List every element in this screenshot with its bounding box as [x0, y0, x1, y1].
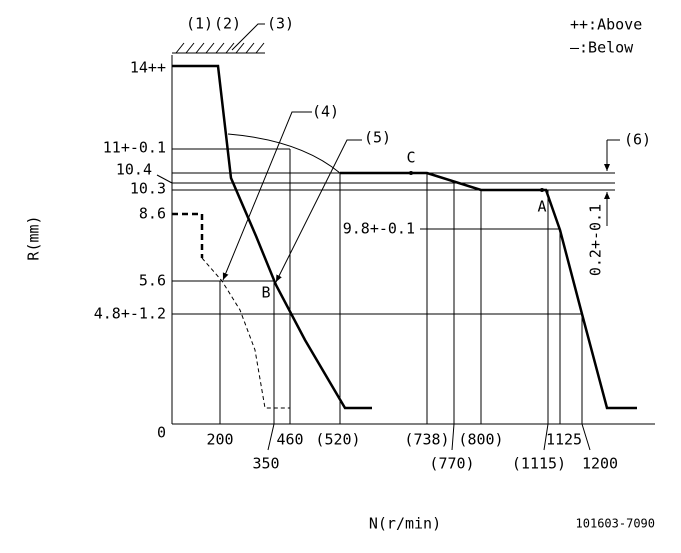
x-label: 1125: [546, 431, 582, 449]
curves: [172, 64, 637, 410]
callout: (6): [624, 131, 651, 149]
x-label: 1200: [582, 455, 618, 473]
code: 101603-7090: [576, 517, 655, 531]
legend-below: —:Below: [570, 39, 634, 57]
callout: (2): [214, 15, 241, 33]
y-label: 11+-0.1: [103, 139, 166, 157]
x-label: (770): [429, 455, 474, 473]
x-label: (738): [404, 431, 449, 449]
texts: (1) (2) (3) (4) (5) (6) ++:Above —:Below…: [25, 15, 656, 533]
x-axis-title: N(r/min): [369, 515, 441, 533]
guides: [156, 111, 620, 451]
point-label: A: [537, 198, 546, 216]
x-label: (1115): [512, 455, 566, 473]
y-axis-title: R(mm): [25, 215, 43, 260]
x-label: 460: [276, 431, 303, 449]
y-label: 10.4: [116, 161, 152, 179]
y-label: 5.6: [139, 272, 166, 290]
x-label: (520): [315, 431, 360, 449]
callout: (1): [186, 15, 213, 33]
legend-above: ++:Above: [570, 16, 642, 34]
x-label: 200: [206, 431, 233, 449]
callout: (5): [364, 129, 391, 147]
annotation: 0.2+-0.1: [587, 204, 605, 276]
y-label: 8.6: [139, 205, 166, 223]
x-label: (800): [458, 431, 503, 449]
callout: (3): [267, 15, 294, 33]
y-label: 0: [157, 424, 166, 442]
annotation: 9.8+-0.1: [343, 220, 415, 238]
point-label: C: [406, 149, 415, 167]
point-label: B: [261, 284, 270, 302]
frame: [171, 23, 655, 425]
x-label: 350: [252, 455, 279, 473]
y-label: 10.3: [130, 180, 166, 198]
y-label: 4.8+-1.2: [94, 305, 166, 323]
callout: (4): [312, 103, 339, 121]
y-label: 14++: [130, 59, 166, 77]
